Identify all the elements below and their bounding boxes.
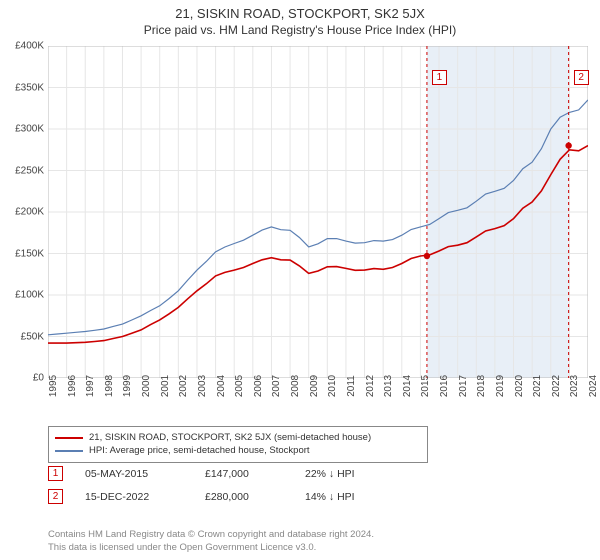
x-tick-label: 2020 [514,375,525,397]
x-tick-label: 2019 [495,375,506,397]
chart-marker-1: 1 [432,70,447,85]
legend-label: 21, SISKIN ROAD, STOCKPORT, SK2 5JX (sem… [89,431,371,444]
y-tick-label: £350K [15,82,44,93]
legend-item: HPI: Average price, semi-detached house,… [55,444,421,457]
x-tick-label: 2018 [476,375,487,397]
x-tick-label: 2012 [365,375,376,397]
transactions-table: 1 05-MAY-2015£147,00022% ↓ HPI 2 15-DEC-202… [48,462,478,508]
x-tick-label: 1998 [104,375,115,397]
x-tick-label: 2008 [290,375,301,397]
table-row: 2 15-DEC-2022£280,00014% ↓ HPI [48,485,478,508]
y-tick-label: £250K [15,165,44,176]
x-tick-label: 2010 [327,375,338,397]
footer-line-2: This data is licensed under the Open Gov… [48,542,374,554]
y-tick-label: £50K [21,331,44,342]
x-tick-label: 2004 [216,375,227,397]
legend-swatch [55,450,83,452]
x-tick-label: 2023 [569,375,580,397]
page-subtitle: Price paid vs. HM Land Registry's House … [0,21,600,41]
x-tick-label: 2011 [346,375,357,397]
chart-area: 12 [48,46,588,378]
transaction-diff: 14% ↓ HPI [305,491,425,503]
legend-swatch [55,437,83,439]
x-tick-label: 2016 [439,375,450,397]
x-tick-label: 1999 [122,375,133,397]
footer-line-1: Contains HM Land Registry data © Crown c… [48,529,374,541]
transaction-date: 15-DEC-2022 [85,491,205,503]
line-chart [48,46,588,378]
y-tick-label: £400K [15,41,44,52]
x-tick-label: 2024 [588,375,599,397]
x-tick-label: 2000 [141,375,152,397]
y-tick-label: £150K [15,248,44,259]
x-tick-label: 1995 [48,375,59,397]
transaction-marker: 2 [48,489,63,504]
y-axis: £0£50K£100K£150K£200K£250K£300K£350K£400… [0,46,46,378]
x-tick-label: 2009 [309,375,320,397]
legend: 21, SISKIN ROAD, STOCKPORT, SK2 5JX (sem… [48,426,428,463]
x-tick-label: 2021 [532,375,543,397]
x-tick-label: 2003 [197,375,208,397]
transaction-price: £147,000 [205,468,305,480]
chart-marker-2: 2 [574,70,589,85]
x-tick-label: 2014 [402,375,413,397]
x-tick-label: 2022 [551,375,562,397]
y-tick-label: £300K [15,124,44,135]
x-tick-label: 1996 [67,375,78,397]
x-tick-label: 2017 [458,375,469,397]
x-tick-label: 2005 [234,375,245,397]
page-title: 21, SISKIN ROAD, STOCKPORT, SK2 5JX [0,0,600,21]
x-tick-label: 2002 [178,375,189,397]
y-tick-label: £200K [15,207,44,218]
transaction-marker: 1 [48,466,63,481]
legend-label: HPI: Average price, semi-detached house,… [89,444,310,457]
x-tick-label: 2006 [253,375,264,397]
x-tick-label: 1997 [85,375,96,397]
transaction-diff: 22% ↓ HPI [305,468,425,480]
transaction-date: 05-MAY-2015 [85,468,205,480]
y-tick-label: £100K [15,290,44,301]
transaction-price: £280,000 [205,491,305,503]
x-tick-label: 2001 [160,375,171,397]
y-tick-label: £0 [33,373,44,384]
attribution-footer: Contains HM Land Registry data © Crown c… [48,529,374,554]
x-axis: 1995199619971998199920002001200220032004… [48,380,588,426]
legend-item: 21, SISKIN ROAD, STOCKPORT, SK2 5JX (sem… [55,431,421,444]
table-row: 1 05-MAY-2015£147,00022% ↓ HPI [48,462,478,485]
x-tick-label: 2015 [420,375,431,397]
x-tick-label: 2007 [271,375,282,397]
x-tick-label: 2013 [383,375,394,397]
